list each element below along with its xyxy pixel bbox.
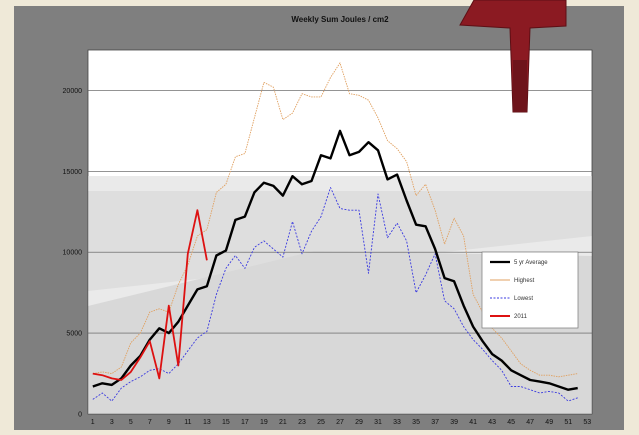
- x-tick-label: 29: [355, 419, 363, 426]
- x-tick-label: 17: [241, 419, 249, 426]
- x-tick-label: 27: [336, 419, 344, 426]
- x-tick-label: 15: [222, 419, 230, 426]
- y-tick-label: 5000: [66, 331, 82, 338]
- x-tick-label: 39: [450, 419, 458, 426]
- legend-label-lowest: Lowest: [514, 296, 533, 302]
- x-tick-label: 9: [167, 419, 171, 426]
- y-axis-ticks: 0 5000 10000 15000 20000: [63, 88, 83, 419]
- x-tick-label: 5: [129, 419, 133, 426]
- x-tick-label: 53: [583, 419, 591, 426]
- x-tick-label: 19: [260, 419, 268, 426]
- x-axis-ticks: 1 3 5 7 9 11 13 15 17 19 21 23 25 27 29 31 33 35 37 39 41 43 4…: [91, 419, 591, 426]
- legend-label-highest: Highest: [514, 278, 535, 284]
- x-tick-label: 13: [203, 419, 211, 426]
- x-tick-label: 7: [148, 419, 152, 426]
- series-lines: [92, 62, 578, 402]
- y-tick-label: 0: [78, 412, 82, 419]
- legend-label-2011: 2011: [514, 314, 528, 320]
- series-line-low: [92, 187, 578, 402]
- x-tick-label: 43: [488, 419, 496, 426]
- x-tick-label: 1: [91, 419, 95, 426]
- chart-title: Weekly Sum Joules / cm2: [291, 15, 389, 24]
- x-tick-label: 51: [564, 419, 572, 426]
- x-tick-label: 25: [317, 419, 325, 426]
- x-tick-label: 23: [298, 419, 306, 426]
- x-tick-label: 41: [469, 419, 477, 426]
- x-tick-label: 21: [279, 419, 287, 426]
- series-line-avg: [92, 129, 578, 391]
- x-tick-label: 45: [507, 419, 515, 426]
- y-tick-label: 15000: [63, 169, 83, 176]
- x-tick-label: 47: [526, 419, 534, 426]
- legend-label-average: 5 yr Average: [514, 260, 548, 266]
- x-tick-label: 3: [110, 419, 114, 426]
- x-tick-label: 11: [184, 419, 191, 426]
- x-tick-label: 35: [412, 419, 420, 426]
- chart-frame: 0 5000 10000 15000 20000 1 3 5 7 9 11 13 15 17 19 21 23…: [14, 6, 624, 430]
- series-line-high: [92, 62, 578, 378]
- x-tick-label: 33: [393, 419, 401, 426]
- series-line-y2011: [92, 209, 208, 381]
- y-tick-label: 10000: [63, 250, 83, 257]
- legend: 5 yr Average Highest Lowest 2011: [481, 251, 579, 329]
- x-tick-label: 31: [374, 419, 382, 426]
- x-tick-label: 49: [545, 419, 553, 426]
- y-tick-label: 20000: [63, 88, 83, 95]
- x-tick-label: 37: [431, 419, 439, 426]
